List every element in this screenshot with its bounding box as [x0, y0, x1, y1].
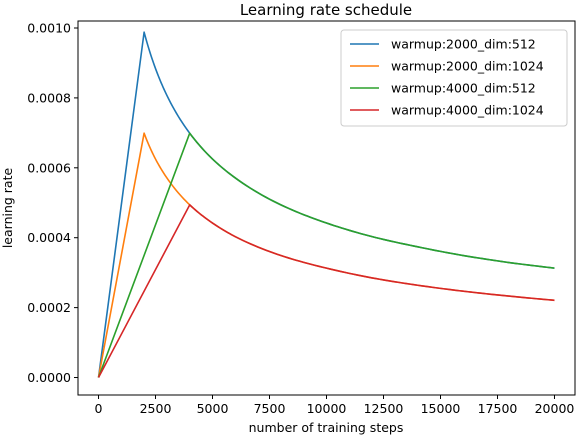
- x-tick-label: 20000: [535, 401, 575, 416]
- legend-box: [340, 29, 568, 127]
- legend-label: warmup:2000_dim:1024: [391, 59, 544, 74]
- legend: warmup:2000_dim:512 warmup:2000_dim:1024w…: [340, 29, 568, 127]
- x-tick-label: 7500: [254, 401, 286, 416]
- y-axis-label: learning rate: [0, 168, 15, 249]
- y-tick-label: 0.0004: [27, 230, 71, 245]
- x-tick-label: 12500: [364, 401, 404, 416]
- y-tick-label: 0.0010: [27, 20, 71, 35]
- series-line-1: [97, 132, 555, 378]
- y-tick-label: 0.0000: [27, 370, 71, 385]
- legend-label: warmup:4000_dim:1024: [391, 103, 544, 118]
- chart-title: Learning rate schedule: [240, 1, 412, 19]
- y-axis-ticks: 0.0000 0.0002 0.0004 0.0006 0.0008 0.0010: [27, 20, 78, 385]
- y-tick-label: 0.0002: [27, 300, 71, 315]
- y-tick-label: 0.0006: [27, 160, 71, 175]
- x-axis-label: number of training steps: [249, 420, 404, 435]
- series-line-2: [97, 132, 555, 378]
- series-lines: [97, 31, 555, 378]
- x-tick-label: 2500: [140, 401, 172, 416]
- x-tick-label: 10000: [307, 401, 347, 416]
- legend-label: warmup:2000_dim:512: [391, 37, 536, 52]
- y-tick-label: 0.0008: [27, 90, 71, 105]
- x-tick-label: 5000: [197, 401, 229, 416]
- legend-label: warmup:4000_dim:512: [391, 81, 536, 96]
- x-tick-label: 0: [95, 401, 103, 416]
- x-tick-label: 15000: [421, 401, 461, 416]
- plot-frame: [77, 20, 576, 396]
- series-line-3: [97, 204, 555, 378]
- x-axis-ticks: 0 2500 5000 7500 10000 12500 15000 17500 20000: [95, 395, 575, 416]
- x-tick-label: 17500: [478, 401, 518, 416]
